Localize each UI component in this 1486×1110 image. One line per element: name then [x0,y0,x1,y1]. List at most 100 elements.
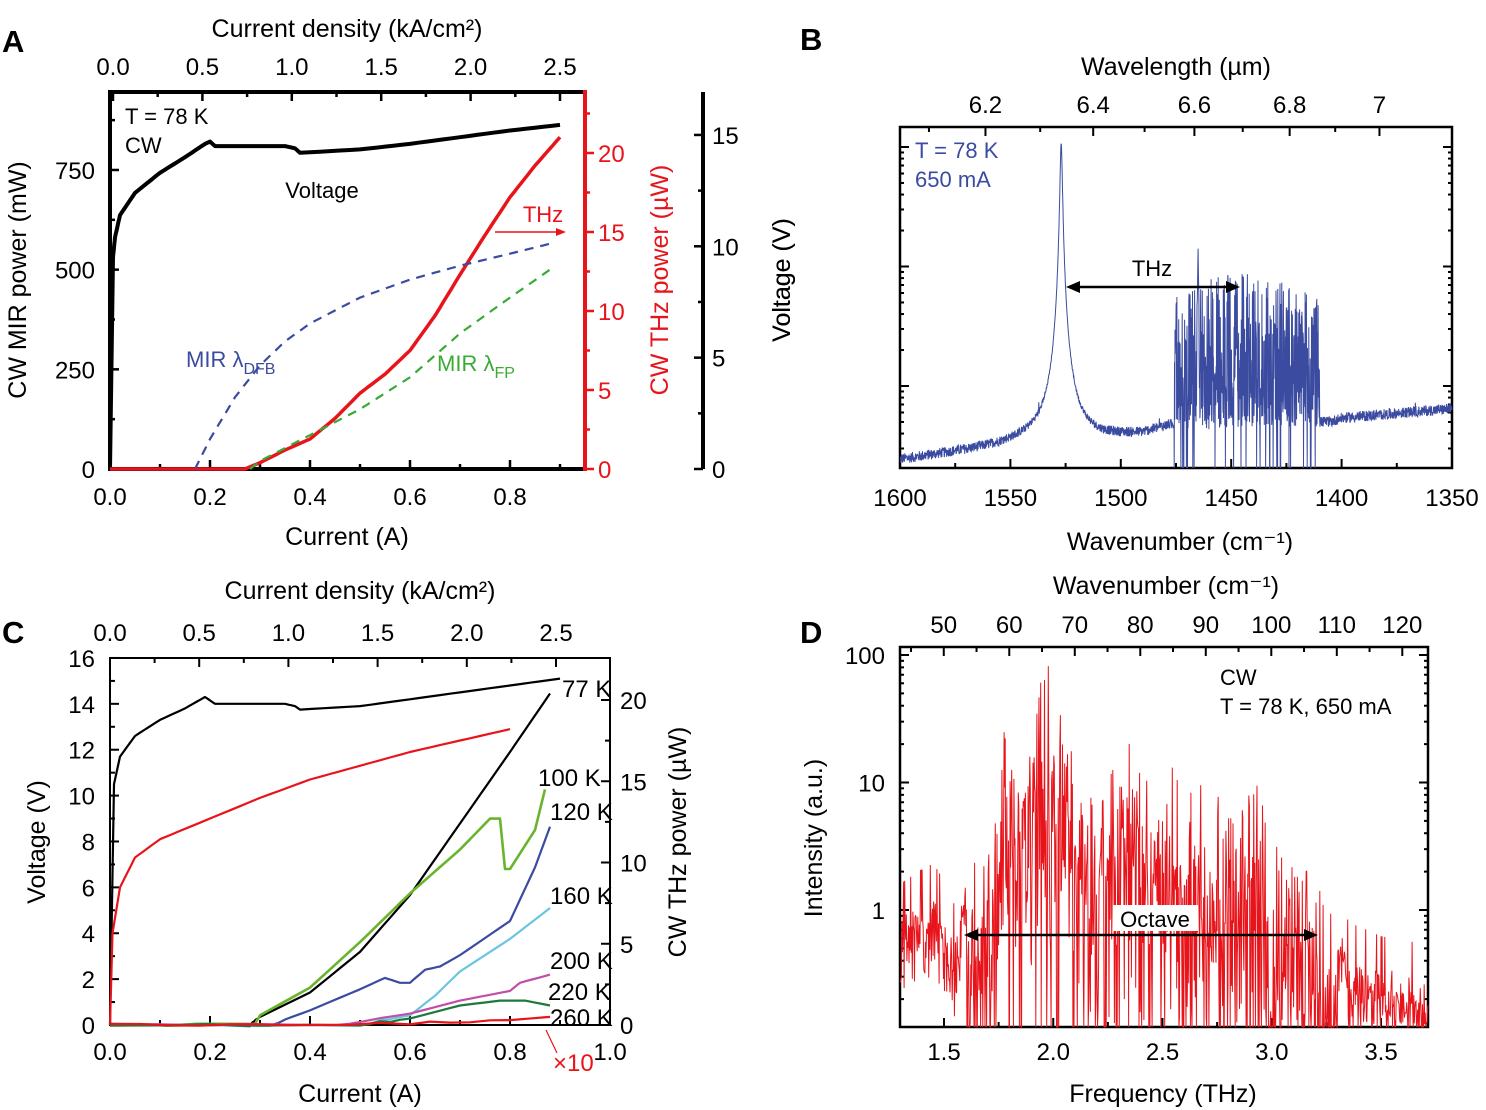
y2-axis-title: CW THz power (µW) [646,165,674,396]
x-tick-label: 3.0 [1255,1039,1288,1066]
plot-frame [109,657,611,1026]
x2-tick-label: 2.5 [539,620,572,647]
voltage-label: Voltage [285,178,358,203]
x2-tick-label: 90 [1192,612,1219,639]
octave-label: Octave [1120,907,1190,932]
mir-fp-label-text: MIR λ [437,351,494,376]
y-tick-label: 750 [55,158,95,185]
arrowhead-right-icon [1226,281,1240,293]
panel-label-D: D [800,615,822,650]
y2-tick-label: 20 [620,688,647,715]
y2-tick-label: 0 [598,457,611,484]
curve-label: 120 K [550,799,613,826]
y2-tick-label: 15 [620,769,647,796]
x2-tick-label: 7 [1373,92,1386,119]
x2-tick-label: 6.4 [1077,92,1110,119]
panel-label-A: A [2,24,24,59]
mir-fp-label: MIR λFP [437,351,515,382]
series-line-mir-dfb [194,242,551,470]
x2-tick-label: 120 [1382,612,1422,639]
x-tick-label: 0.4 [293,1039,326,1066]
y-tick-label: 500 [55,258,95,285]
mode-annotation: CW [125,133,162,158]
thz-curve-260k [109,1015,551,1027]
x-tick-label: 3.5 [1364,1039,1397,1066]
y-tick-label: 12 [68,738,95,765]
y2-tick-label: 5 [620,932,633,959]
x2-tick-label: 100 [1251,612,1291,639]
y-axis-title: Intensity (a.u.) [800,759,828,917]
x2-tick-label: 0.5 [183,620,216,647]
x-tick-label: 0.2 [193,1039,226,1066]
y-tick-label: 100 [845,643,885,670]
mir-fp-label-subscript: FP [494,365,514,382]
arrowhead-right-icon [1304,929,1318,941]
x-axis-title: Current (A) [298,1080,422,1108]
x2-axis-title: Wavenumber (cm⁻¹) [1053,572,1279,600]
x-tick-label: 1350 [1425,485,1478,512]
x2-tick-label: 1.5 [365,54,398,81]
y-tick-label: 0 [82,457,95,484]
thz-curve-200k [109,973,551,1027]
curve-label: 160 K [550,883,613,910]
x-tick-label: 1.0 [593,1039,626,1066]
condition-annotation: T = 78 K, 650 mA [1220,694,1392,719]
x-tick-label: 1.5 [927,1039,960,1066]
x-tick-label: 1400 [1315,485,1368,512]
x-tick-label: 0.8 [493,484,526,511]
arrowhead-left-icon [1066,281,1080,293]
y-tick-label: 8 [82,829,95,856]
x2-tick-label: 2.5 [543,54,576,81]
panel-label-B: B [800,22,822,57]
x2-tick-label: 80 [1127,612,1154,639]
x2-tick-label: 6.6 [1178,92,1211,119]
x-axis-title: Wavenumber (cm⁻¹) [1067,528,1293,556]
y-axis-title: Voltage (V) [768,218,796,342]
y-tick-label: 1 [872,898,885,925]
scale-note-pointer [545,1029,558,1054]
mir-dfb-label-text: MIR λ [186,347,243,372]
spectrum-line [899,143,1453,469]
mir-dfb-label-subscript: DFB [243,361,275,378]
y-tick-label: 6 [82,875,95,902]
x2-tick-label: 1.5 [361,620,394,647]
series-line-mir-fp [249,268,551,470]
x2-tick-label: 6.2 [969,92,1002,119]
mode-annotation: CW [1220,665,1257,690]
y3-tick-label: 5 [712,346,725,373]
thz-curve-160k [109,907,551,1027]
plot-frame [898,645,1430,1029]
y-tick-label: 10 [68,784,95,811]
x-tick-label: 0.0 [93,484,126,511]
voltage-curve-0 [108,677,561,1026]
x2-tick-label: 6.8 [1273,92,1306,119]
thz-curve-100k [109,789,547,1027]
x2-tick-label: 50 [930,612,957,639]
y3-tick-label: 10 [712,234,739,261]
x2-tick-label: 1.0 [275,54,308,81]
x-tick-label: 1550 [984,485,1037,512]
y2-tick-label: 5 [598,378,611,405]
voltage-curve-1 [108,728,511,1026]
thz-curve-120k [109,826,552,1027]
x2-tick-label: 2.0 [454,54,487,81]
y-axis-title: CW MIR power (mW) [4,161,32,398]
thz-curve-220k [109,999,551,1027]
x-tick-label: 1600 [873,485,926,512]
y3-axis-title: Voltage (V) [768,218,796,342]
curve-label: 260 K [550,1005,613,1032]
x2-tick-label: 2.0 [450,620,483,647]
x2-tick-label: 1.0 [272,620,305,647]
current-annotation: 650 mA [915,167,991,192]
x-tick-label: 0.8 [493,1039,526,1066]
panel-label-C: C [2,615,24,650]
y-axis-title: Voltage (V) [23,780,51,904]
series-line-voltage [108,122,561,470]
curve-label: 220 K [548,979,611,1006]
y-tick-label: 4 [82,921,95,948]
x2-tick-label: 70 [1061,612,1088,639]
x2-axis-title: Wavelength (µm) [1081,53,1271,81]
y2-tick-label: 15 [598,220,625,247]
thz-curve-77k [109,692,551,1028]
